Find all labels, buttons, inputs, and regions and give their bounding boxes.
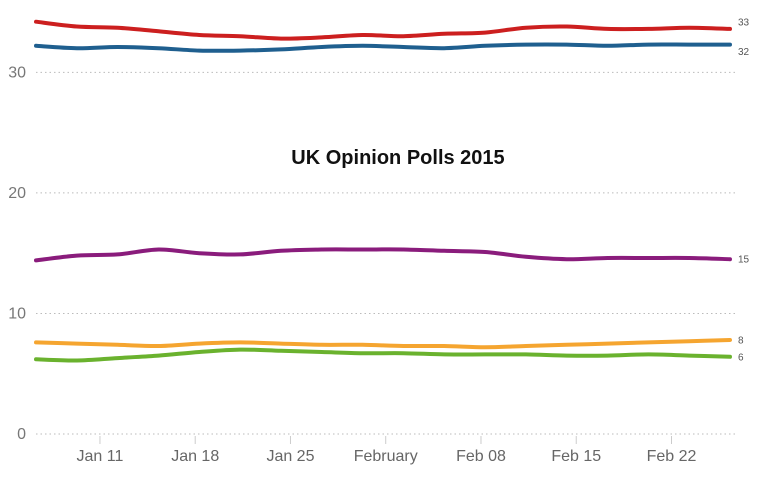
y-tick-label: 10 <box>8 305 26 322</box>
x-tick-label: Feb 22 <box>647 448 697 465</box>
series-end-label-orange: 8 <box>738 335 744 346</box>
x-tick-label: Feb 15 <box>551 448 601 465</box>
series-end-label-green: 6 <box>738 352 744 363</box>
y-tick-label: 20 <box>8 185 26 202</box>
x-axis: Jan 11 Jan 18 Jan 25 February Feb 08 Feb 15 Fe… <box>77 436 697 465</box>
series-line-red <box>34 19 732 41</box>
y-tick-label: 30 <box>8 64 26 81</box>
x-tick-label: Jan 11 <box>77 448 124 465</box>
series-line-purple <box>34 247 732 263</box>
chart-title: UK Opinion Polls 2015 <box>291 147 504 169</box>
end-labels: 33 32 15 8 6 <box>738 17 750 363</box>
series-line-orange <box>34 338 732 350</box>
series-lines <box>34 19 732 363</box>
x-tick-label: February <box>354 448 418 465</box>
x-tick-label: Jan 18 <box>171 448 219 465</box>
x-tick-label: Feb 08 <box>456 448 506 465</box>
series-end-label-blue: 32 <box>738 47 750 58</box>
x-tick-label: Jan 25 <box>266 448 314 465</box>
y-tick-label: 0 <box>17 426 26 443</box>
series-end-label-purple: 15 <box>738 255 750 266</box>
series-line-blue <box>34 42 732 53</box>
series-end-label-red: 33 <box>738 17 750 28</box>
y-axis: 0 10 20 30 <box>8 64 26 443</box>
series-line-green <box>34 347 732 363</box>
